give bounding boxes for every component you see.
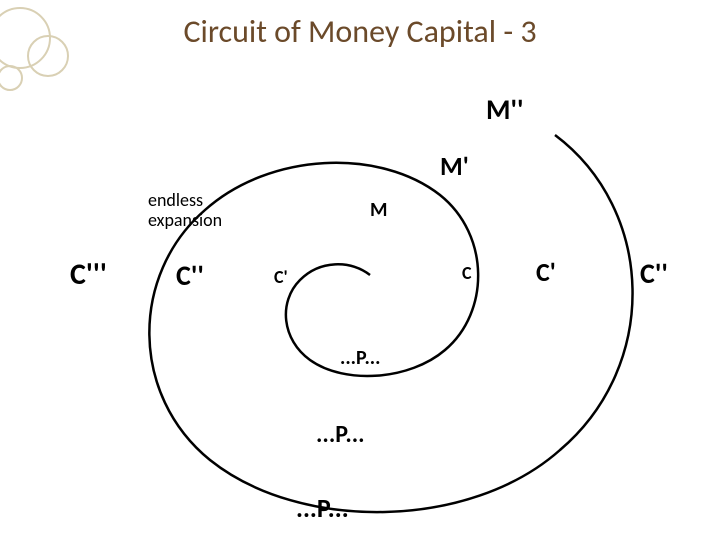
label-c-prime-inner: C'	[274, 266, 288, 288]
label-c: C	[462, 262, 472, 284]
diagram-stage: M'' M' M C C' C' C'' C'' C''' ...P... ..…	[0, 60, 720, 540]
label-m-double-prime: M''	[486, 92, 524, 127]
label-m-prime: M'	[440, 150, 469, 182]
label-c-double-prime-right: C''	[640, 256, 668, 291]
page-title: Circuit of Money Capital - 3	[0, 12, 720, 51]
label-m: M	[370, 198, 387, 222]
label-c-prime: C'	[536, 256, 556, 288]
spiral-diagram	[0, 60, 720, 540]
label-p-outer: ...P...	[296, 492, 349, 524]
label-p-inner: ...P...	[340, 346, 381, 370]
label-c-triple-prime: C'''	[70, 256, 107, 293]
label-p-middle: ...P...	[316, 420, 365, 449]
label-c-double-prime-left: C''	[176, 258, 204, 293]
label-endless-expansion: endless expansion	[148, 190, 222, 230]
